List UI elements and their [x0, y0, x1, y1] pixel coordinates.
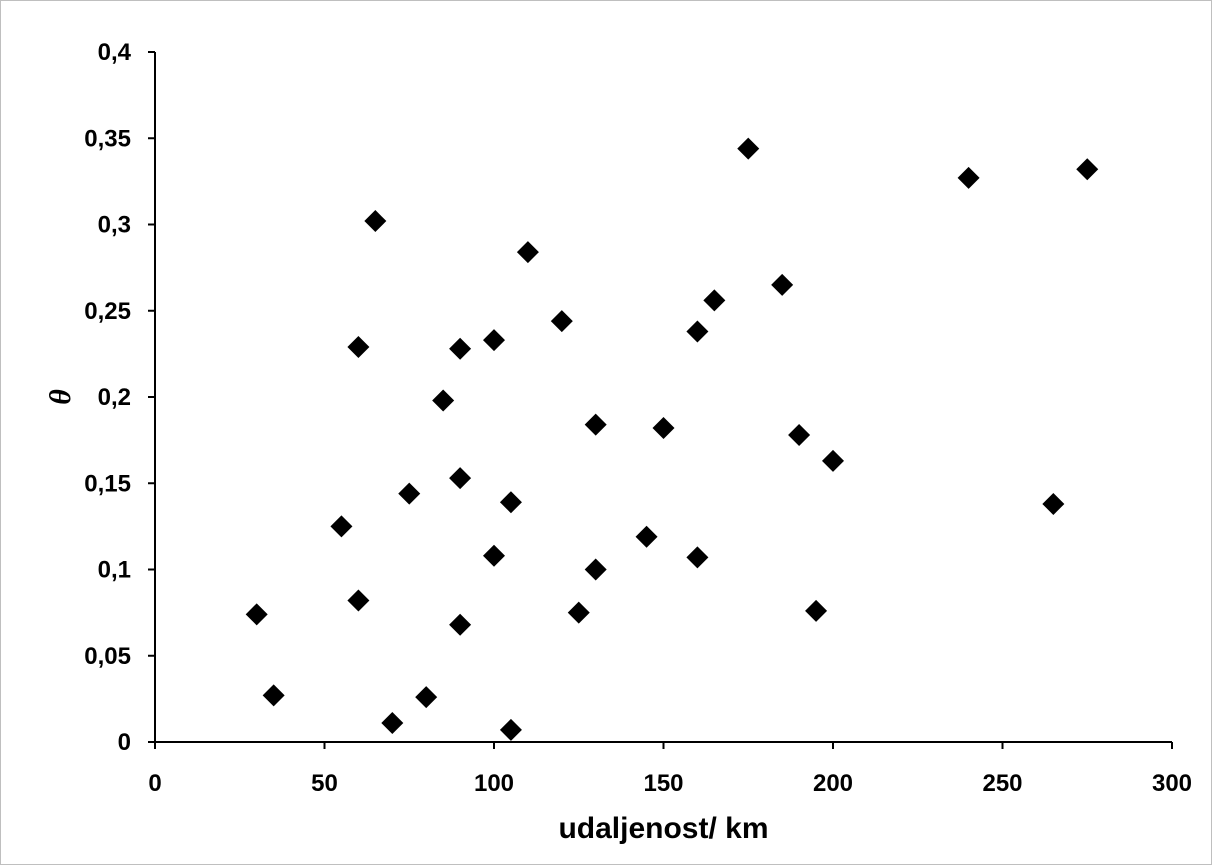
data-point	[771, 273, 794, 296]
y-tick-label: 0,25	[84, 298, 131, 325]
data-point	[788, 423, 811, 446]
data-point	[737, 137, 760, 160]
y-tick-label: 0,2	[98, 384, 131, 411]
data-point	[364, 210, 387, 233]
data-point	[1042, 492, 1065, 515]
x-tick-label: 100	[474, 770, 514, 797]
data-point	[245, 603, 268, 626]
data-point	[584, 413, 607, 436]
data-point	[1076, 158, 1099, 181]
y-tick-label: 0	[118, 729, 131, 756]
data-point	[483, 544, 505, 567]
data-point	[584, 558, 607, 581]
x-tick-label: 300	[1152, 770, 1192, 797]
data-point	[499, 718, 522, 741]
data-point	[686, 320, 709, 343]
x-axis-title: udaljenost/ km	[558, 812, 768, 845]
data-point	[499, 491, 522, 514]
data-point	[330, 515, 353, 538]
data-point	[381, 712, 404, 735]
y-tick-label: 0,35	[84, 125, 131, 152]
data-point	[483, 329, 505, 352]
data-points	[245, 137, 1099, 741]
data-point	[449, 467, 472, 490]
data-point	[398, 482, 421, 505]
x-tick-label: 250	[982, 770, 1022, 797]
y-tick-label: 0,05	[84, 643, 131, 670]
data-point	[550, 310, 573, 333]
data-point	[449, 337, 472, 360]
y-tick-label: 0,4	[98, 39, 132, 66]
data-point	[822, 449, 844, 472]
data-point	[652, 417, 675, 440]
x-tick-label: 50	[311, 770, 338, 797]
x-tick-label: 200	[813, 770, 853, 797]
y-tick-label: 0,1	[98, 557, 131, 584]
data-point	[449, 613, 472, 636]
x-tick-label: 0	[148, 770, 161, 797]
data-point	[957, 166, 980, 189]
x-axis: 0 50 100 150 200 250 300	[148, 741, 1192, 797]
data-point	[567, 601, 590, 624]
y-tick-label: 0,15	[84, 470, 131, 497]
data-point	[347, 589, 370, 612]
data-point	[432, 389, 455, 412]
data-point	[415, 686, 438, 709]
data-point	[686, 546, 709, 569]
data-point	[635, 525, 658, 548]
y-axis-title: θ	[44, 389, 77, 405]
x-tick-label: 150	[643, 770, 683, 797]
data-point	[805, 599, 828, 622]
y-tick-label: 0,3	[98, 212, 131, 239]
data-point	[703, 289, 726, 312]
y-axis: 0 0,05 0,1 0,15 0,2 0,25 0,3 0,35 0,4	[84, 39, 156, 756]
data-point	[347, 335, 370, 358]
data-point	[516, 241, 539, 264]
data-point	[262, 684, 285, 707]
